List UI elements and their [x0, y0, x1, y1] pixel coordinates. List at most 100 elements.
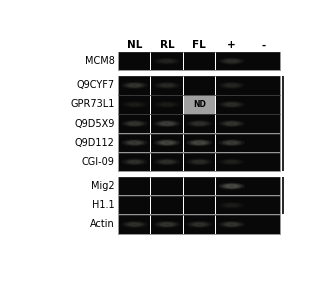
Ellipse shape: [162, 122, 171, 125]
Ellipse shape: [192, 160, 206, 164]
Ellipse shape: [222, 140, 241, 145]
Ellipse shape: [227, 223, 236, 226]
Ellipse shape: [122, 158, 147, 165]
Bar: [248, 76, 280, 95]
Text: Q9CYF7: Q9CYF7: [76, 80, 115, 90]
Ellipse shape: [157, 121, 177, 126]
Ellipse shape: [125, 159, 144, 165]
Bar: [248, 52, 280, 70]
Ellipse shape: [154, 58, 180, 65]
Ellipse shape: [160, 59, 174, 63]
Ellipse shape: [157, 159, 177, 165]
Ellipse shape: [227, 84, 236, 87]
Bar: [248, 153, 280, 171]
Ellipse shape: [192, 122, 206, 125]
Bar: [151, 95, 183, 114]
Bar: [118, 115, 280, 133]
Bar: [183, 76, 215, 95]
Ellipse shape: [190, 121, 209, 126]
Bar: [183, 215, 215, 234]
Ellipse shape: [130, 223, 139, 226]
Ellipse shape: [127, 141, 142, 145]
Ellipse shape: [229, 185, 234, 187]
Ellipse shape: [219, 221, 245, 228]
Bar: [118, 215, 280, 234]
Ellipse shape: [190, 140, 209, 145]
Ellipse shape: [165, 224, 169, 225]
Bar: [151, 52, 183, 70]
Bar: [183, 134, 215, 152]
Ellipse shape: [222, 222, 241, 227]
Text: GPR73L1: GPR73L1: [70, 99, 115, 109]
Ellipse shape: [229, 104, 234, 105]
Bar: [216, 177, 248, 195]
Bar: [216, 95, 248, 114]
Ellipse shape: [130, 161, 139, 163]
Ellipse shape: [186, 120, 212, 127]
Ellipse shape: [219, 139, 245, 146]
Ellipse shape: [195, 223, 204, 226]
Ellipse shape: [219, 58, 245, 65]
Bar: [118, 52, 280, 70]
Bar: [119, 215, 150, 234]
Ellipse shape: [165, 161, 169, 162]
Ellipse shape: [227, 103, 236, 106]
Bar: [183, 115, 215, 133]
Ellipse shape: [122, 82, 147, 89]
Ellipse shape: [154, 139, 180, 146]
Ellipse shape: [132, 142, 137, 143]
Ellipse shape: [125, 222, 144, 227]
Bar: [119, 52, 150, 70]
Ellipse shape: [127, 102, 142, 106]
Text: -: -: [262, 40, 266, 50]
Ellipse shape: [222, 83, 241, 88]
Bar: [118, 196, 280, 215]
Ellipse shape: [127, 83, 142, 87]
Text: FL: FL: [192, 40, 206, 50]
Ellipse shape: [162, 103, 171, 106]
Ellipse shape: [157, 222, 177, 227]
Bar: [248, 115, 280, 133]
Ellipse shape: [160, 222, 174, 226]
Bar: [119, 76, 150, 95]
Bar: [151, 76, 183, 95]
Ellipse shape: [160, 122, 174, 125]
Ellipse shape: [225, 122, 239, 125]
Bar: [216, 115, 248, 133]
Ellipse shape: [229, 85, 234, 86]
Ellipse shape: [229, 123, 234, 124]
Bar: [216, 215, 248, 234]
Ellipse shape: [225, 222, 239, 226]
Ellipse shape: [229, 205, 234, 206]
Ellipse shape: [160, 102, 174, 106]
Ellipse shape: [165, 142, 169, 143]
Ellipse shape: [165, 61, 169, 62]
Bar: [119, 115, 150, 133]
Ellipse shape: [157, 58, 177, 64]
Ellipse shape: [122, 120, 147, 127]
Ellipse shape: [229, 161, 234, 162]
Ellipse shape: [227, 142, 236, 144]
Ellipse shape: [132, 85, 137, 86]
Ellipse shape: [222, 159, 241, 165]
Ellipse shape: [125, 121, 144, 126]
Ellipse shape: [162, 161, 171, 163]
Ellipse shape: [132, 104, 137, 105]
Ellipse shape: [222, 58, 241, 64]
Bar: [216, 134, 248, 152]
Ellipse shape: [190, 222, 209, 227]
Bar: [216, 76, 248, 95]
Ellipse shape: [222, 102, 241, 107]
Ellipse shape: [162, 60, 171, 62]
Ellipse shape: [229, 142, 234, 143]
Ellipse shape: [229, 224, 234, 225]
Ellipse shape: [197, 161, 202, 162]
Bar: [248, 215, 280, 234]
Ellipse shape: [186, 158, 212, 165]
Ellipse shape: [227, 204, 236, 207]
Ellipse shape: [195, 122, 204, 125]
Ellipse shape: [125, 140, 144, 145]
Ellipse shape: [127, 122, 142, 125]
Bar: [119, 177, 150, 195]
Bar: [118, 76, 280, 95]
